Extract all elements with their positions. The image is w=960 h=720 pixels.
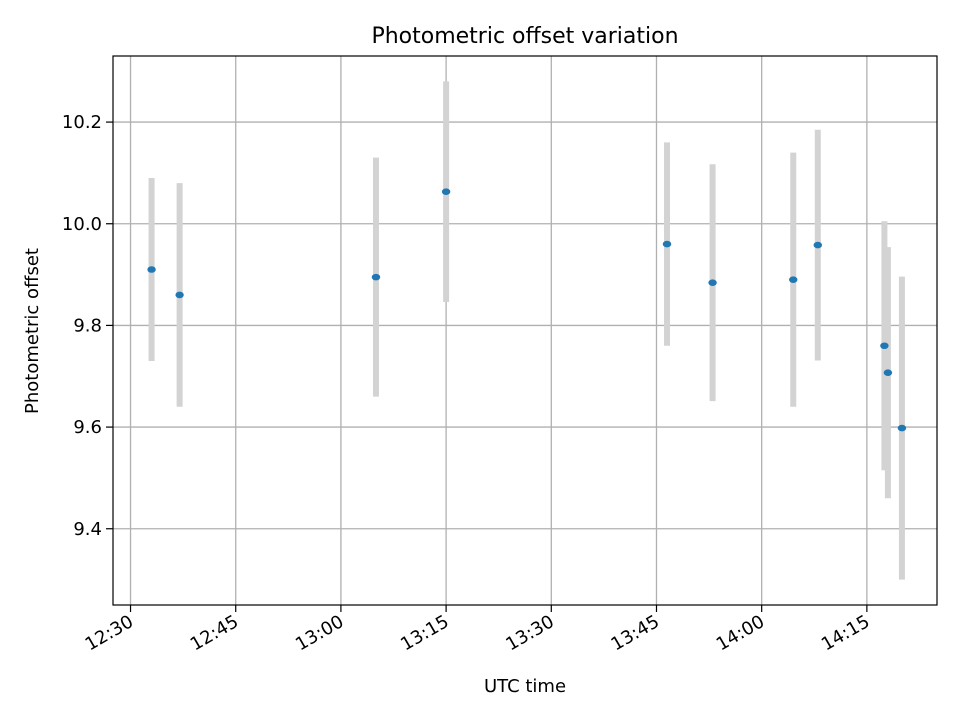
x-axis-label: UTC time <box>484 676 566 697</box>
data-points <box>147 188 907 432</box>
y-tick-label: 9.4 <box>73 519 102 540</box>
x-tick-label: 13:15 <box>397 611 452 655</box>
data-point <box>175 291 184 299</box>
x-tick-label: 13:30 <box>502 611 557 655</box>
data-point <box>662 240 672 248</box>
data-point <box>813 241 822 249</box>
plot-frame <box>112 55 938 606</box>
data-point <box>897 424 907 432</box>
grid-lines <box>113 56 937 605</box>
chart-title: Photometric offset variation <box>371 24 678 49</box>
y-tick-label: 9.8 <box>73 315 102 336</box>
y-tick-label: 9.6 <box>73 417 102 438</box>
data-point <box>441 188 451 196</box>
x-tick-label: 14:15 <box>818 611 873 655</box>
x-tick-label: 12:45 <box>187 611 242 655</box>
x-axis-ticks: 12:30 12:45 13:00 13:15 13:30 13:45 14:00 14:15 <box>82 605 873 655</box>
y-tick-label: 10.2 <box>62 112 102 133</box>
x-tick-label: 14:00 <box>713 611 768 655</box>
data-point <box>708 279 717 287</box>
data-point <box>880 342 889 350</box>
data-point <box>371 273 381 281</box>
x-tick-label: 12:30 <box>82 611 137 655</box>
data-point <box>147 266 156 273</box>
x-tick-label: 13:45 <box>608 611 663 655</box>
y-axis-ticks: 9.4 9.6 9.8 10.0 10.2 <box>62 112 113 540</box>
y-axis-label: Photometric offset <box>22 248 43 414</box>
error-bars <box>148 81 905 580</box>
data-point <box>789 276 798 283</box>
x-tick-label: 13:00 <box>292 611 347 655</box>
y-tick-label: 10.0 <box>62 214 102 235</box>
data-point <box>883 369 893 376</box>
